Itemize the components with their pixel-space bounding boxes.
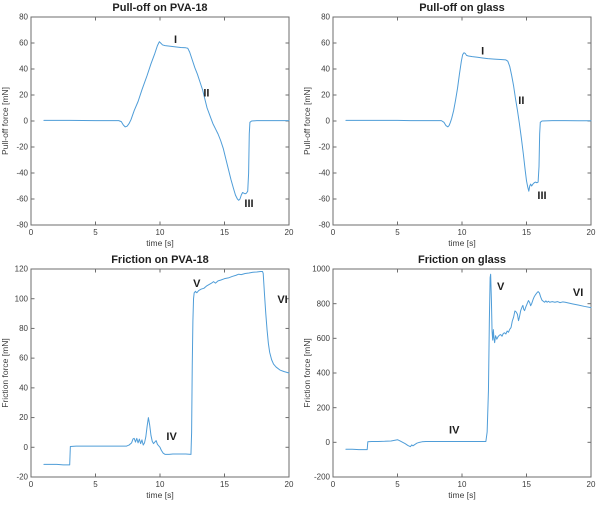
svg-text:0: 0 <box>331 228 336 237</box>
svg-text:60: 60 <box>19 39 28 48</box>
svg-text:V: V <box>497 281 505 293</box>
friction-pva18-canvas: 0 5 10 15 20-20020406080100120IVVVIFriction … <box>0 254 294 500</box>
svg-text:III: III <box>537 190 546 202</box>
svg-text:20: 20 <box>19 91 28 100</box>
svg-text:V: V <box>193 278 201 290</box>
svg-text:-80: -80 <box>318 221 330 230</box>
svg-text:IV: IV <box>166 431 177 443</box>
svg-text:0: 0 <box>29 480 34 489</box>
svg-text:VI: VI <box>573 287 583 299</box>
svg-text:20: 20 <box>587 228 596 237</box>
plot-friction-pva18: 0 5 10 15 20 -20 0 20 40 60 80 100 120 IV V VI Friction … <box>0 252 302 505</box>
svg-text:0: 0 <box>326 117 331 126</box>
pulloff-pva18-canvas: 0 5 10 15 20-80-60-40-20020406080IIIIIIPull-… <box>0 2 294 248</box>
svg-text:40: 40 <box>19 383 28 392</box>
plot-friction-glass: 0 5 10 15 20 -200 0 200 400 600 800 1000 IV V VI Fricti… <box>302 252 604 505</box>
svg-text:600: 600 <box>317 334 331 343</box>
svg-text:15: 15 <box>522 228 531 237</box>
svg-text:Pull-off force [mN]: Pull-off force [mN] <box>0 87 10 155</box>
svg-text:Friction on glass: Friction on glass <box>418 254 506 266</box>
svg-text:0: 0 <box>326 438 331 447</box>
svg-text:60: 60 <box>321 39 330 48</box>
svg-text:-20: -20 <box>16 473 28 482</box>
svg-text:10: 10 <box>458 480 467 489</box>
svg-text:20: 20 <box>321 91 330 100</box>
svg-text:15: 15 <box>522 480 531 489</box>
svg-text:1000: 1000 <box>312 265 330 274</box>
svg-text:200: 200 <box>317 403 331 412</box>
svg-text:20: 20 <box>19 413 28 422</box>
svg-text:Pull-off on PVA-18: Pull-off on PVA-18 <box>112 2 207 14</box>
svg-text:0: 0 <box>24 443 29 452</box>
svg-text:VI: VI <box>277 294 287 306</box>
svg-text:10: 10 <box>156 228 165 237</box>
svg-text:-60: -60 <box>318 195 330 204</box>
svg-text:I: I <box>481 46 484 58</box>
svg-text:III: III <box>244 198 253 210</box>
svg-text:0: 0 <box>24 117 29 126</box>
svg-text:time [s]: time [s] <box>146 490 173 500</box>
svg-text:I: I <box>174 34 177 46</box>
svg-text:5: 5 <box>93 228 98 237</box>
svg-text:60: 60 <box>19 354 28 363</box>
svg-text:-20: -20 <box>16 143 28 152</box>
svg-text:Friction on PVA-18: Friction on PVA-18 <box>111 254 209 266</box>
svg-text:-40: -40 <box>318 169 330 178</box>
svg-text:80: 80 <box>321 13 330 22</box>
svg-text:20: 20 <box>587 480 596 489</box>
svg-text:IV: IV <box>449 425 460 437</box>
svg-text:20: 20 <box>285 480 294 489</box>
svg-text:100: 100 <box>15 294 29 303</box>
friction-glass-canvas: 0 5 10 15 20-20002004006008001000IVVVIFricti… <box>302 254 596 500</box>
pulloff-glass-canvas: 0 5 10 15 20-80-60-40-20020406080IIIIIIPull-… <box>302 2 596 248</box>
svg-text:5: 5 <box>395 480 400 489</box>
svg-text:80: 80 <box>19 324 28 333</box>
svg-text:Friction force [mN]: Friction force [mN] <box>302 338 312 407</box>
svg-text:-80: -80 <box>16 221 28 230</box>
svg-text:time [s]: time [s] <box>448 490 475 500</box>
svg-text:120: 120 <box>15 265 29 274</box>
svg-text:-40: -40 <box>16 169 28 178</box>
svg-text:time [s]: time [s] <box>448 238 475 248</box>
svg-text:15: 15 <box>220 480 229 489</box>
svg-text:Pull-off force [mN]: Pull-off force [mN] <box>302 87 312 155</box>
svg-text:800: 800 <box>317 299 331 308</box>
svg-text:5: 5 <box>395 228 400 237</box>
svg-text:20: 20 <box>285 228 294 237</box>
svg-text:40: 40 <box>19 65 28 74</box>
svg-text:15: 15 <box>220 228 229 237</box>
svg-text:II: II <box>203 87 209 99</box>
svg-text:Pull-off on glass: Pull-off on glass <box>419 2 505 14</box>
svg-text:-20: -20 <box>318 143 330 152</box>
svg-text:II: II <box>518 95 524 107</box>
svg-text:0: 0 <box>29 228 34 237</box>
svg-text:5: 5 <box>93 480 98 489</box>
svg-text:10: 10 <box>458 228 467 237</box>
svg-text:-200: -200 <box>314 473 331 482</box>
plot-pulloff-pva18: 0 5 10 15 20 -80 -60 -40 -20 0 20 40 60 80 I II III Pull-… <box>0 0 302 252</box>
svg-text:40: 40 <box>321 65 330 74</box>
svg-text:time [s]: time [s] <box>146 238 173 248</box>
svg-text:-60: -60 <box>16 195 28 204</box>
svg-text:10: 10 <box>156 480 165 489</box>
svg-text:Friction force [mN]: Friction force [mN] <box>0 338 10 407</box>
svg-text:0: 0 <box>331 480 336 489</box>
plot-pulloff-glass: 0 5 10 15 20 -80 -60 -40 -20 0 20 40 60 80 I II III Pull-… <box>302 0 604 252</box>
svg-text:80: 80 <box>19 13 28 22</box>
svg-text:400: 400 <box>317 369 331 378</box>
